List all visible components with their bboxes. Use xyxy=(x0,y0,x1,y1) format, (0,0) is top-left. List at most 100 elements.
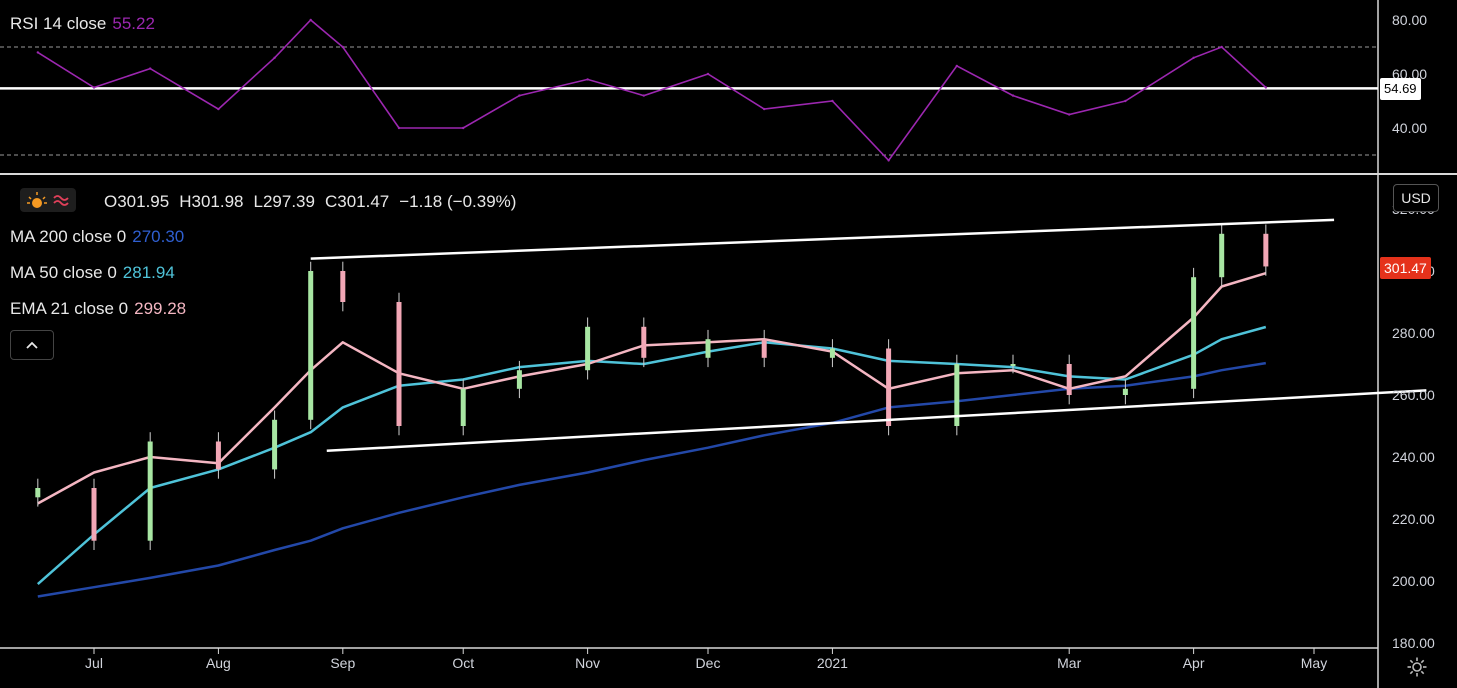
candle xyxy=(1010,364,1016,366)
rsi-point xyxy=(887,159,890,162)
rsi-point xyxy=(518,94,521,97)
rsi-point xyxy=(341,45,345,49)
rsi-tick-label: 40.00 xyxy=(1392,120,1427,136)
rsi-point xyxy=(148,67,152,70)
rsi-plot xyxy=(0,18,1378,162)
time-tick-label: Apr xyxy=(1183,655,1205,671)
ma200-line xyxy=(37,361,1266,598)
price-plot xyxy=(35,218,1427,598)
rsi-point xyxy=(92,86,96,89)
rsi-label: RSI 14 close xyxy=(10,14,107,33)
candle xyxy=(91,488,97,541)
ohlc-open: O301.95 xyxy=(104,192,170,211)
candle xyxy=(460,388,466,426)
rsi-value: 55.22 xyxy=(112,14,155,33)
wave-icon xyxy=(53,195,69,206)
lower-channel-line xyxy=(326,389,1427,453)
price-tick-label: 220.00 xyxy=(1392,511,1435,527)
candle xyxy=(954,364,960,426)
ma50-value: 281.94 xyxy=(122,263,175,282)
time-tick-label: 2021 xyxy=(817,655,848,671)
ohlc-high: H301.98 xyxy=(179,192,244,211)
ohlc-low: L297.39 xyxy=(253,192,315,211)
rsi-point xyxy=(1220,45,1223,49)
price-tick-label: 200.00 xyxy=(1392,573,1435,589)
last-price-tag: 301.47 xyxy=(1380,257,1431,279)
rsi-point xyxy=(1067,113,1071,116)
rsi-line xyxy=(37,18,1267,162)
sun-icon xyxy=(27,192,47,208)
chevron-up-icon xyxy=(26,341,38,349)
price-tick-label: 240.00 xyxy=(1392,449,1435,465)
ohlc-change: −1.18 (−0.39%) xyxy=(399,192,517,211)
ema21-label: EMA 21 close 0 xyxy=(10,299,129,318)
price-tick-label: 180.00 xyxy=(1392,635,1435,651)
time-tick-label: Mar xyxy=(1057,655,1081,671)
candle xyxy=(1263,233,1269,267)
rsi-point xyxy=(831,99,834,103)
candle xyxy=(308,271,314,420)
candle xyxy=(829,348,835,358)
ema21-value: 299.28 xyxy=(134,299,187,318)
time-tick-label: Nov xyxy=(575,655,600,671)
ma50-label: MA 50 close 0 xyxy=(10,263,117,282)
candle xyxy=(340,271,346,302)
ema21-legend: EMA 21 close 0 299.28 xyxy=(10,299,186,319)
rsi-point xyxy=(36,51,40,54)
collapse-legend-button[interactable] xyxy=(10,330,54,360)
candle xyxy=(272,419,278,470)
rsi-point xyxy=(586,78,589,81)
rsi-point xyxy=(1192,56,1195,59)
rsi-point xyxy=(762,107,766,111)
candle xyxy=(585,326,591,371)
rsi-point xyxy=(642,94,646,97)
time-tick-label: Sep xyxy=(330,655,355,671)
time-tick-label: Oct xyxy=(452,655,474,671)
rsi-tick-label: 80.00 xyxy=(1392,12,1427,28)
candle xyxy=(1122,388,1128,395)
candle xyxy=(761,339,767,358)
chart-settings-button[interactable] xyxy=(1404,654,1430,680)
rsi-point xyxy=(462,126,465,130)
ma50-line xyxy=(36,325,1267,586)
time-tick-label: Aug xyxy=(206,655,231,671)
candle xyxy=(147,441,153,541)
candle xyxy=(1219,233,1225,278)
price-tick-label: 260.00 xyxy=(1392,387,1435,403)
ma200-label: MA 200 close 0 xyxy=(10,227,127,246)
time-tick-label: Dec xyxy=(696,655,721,671)
ma200-legend: MA 200 close 0 270.30 xyxy=(10,227,184,247)
candle xyxy=(215,441,221,470)
rsi-point xyxy=(397,126,401,130)
candle xyxy=(1191,277,1197,389)
rsi-legend: RSI 14 close 55.22 xyxy=(10,14,155,34)
rsi-point xyxy=(273,56,276,59)
rsi-point xyxy=(309,18,312,22)
gear-icon xyxy=(1407,657,1427,677)
candle xyxy=(35,488,41,498)
price-tick-label: 280.00 xyxy=(1392,325,1435,341)
ma50-legend: MA 50 close 0 281.94 xyxy=(10,263,175,283)
candle xyxy=(516,370,522,389)
axes: 80.0060.0040.00320.00300.00280.00260.002… xyxy=(85,12,1435,671)
indicator-toggle[interactable] xyxy=(20,188,76,212)
ohlc-close: C301.47 xyxy=(324,192,390,211)
rsi-point xyxy=(955,64,959,68)
candle xyxy=(705,339,711,358)
rsi-point xyxy=(217,107,220,111)
candle xyxy=(641,326,647,358)
currency-button[interactable]: USD xyxy=(1393,184,1439,212)
candle xyxy=(886,348,892,426)
candle xyxy=(1066,364,1072,395)
rsi-point xyxy=(706,72,710,76)
time-tick-label: May xyxy=(1301,655,1327,671)
rsi-ref-tag: 54.69 xyxy=(1380,78,1421,100)
ohlc-legend: O301.95 H301.98 L297.39 C301.47 −1.18 (−0.39… xyxy=(104,192,526,212)
ma200-value: 270.30 xyxy=(132,227,185,246)
time-tick-label: Jul xyxy=(85,655,103,671)
candle xyxy=(396,302,402,426)
rsi-point xyxy=(1264,86,1268,89)
upper-channel-line xyxy=(310,218,1335,260)
rsi-point xyxy=(1011,94,1015,97)
